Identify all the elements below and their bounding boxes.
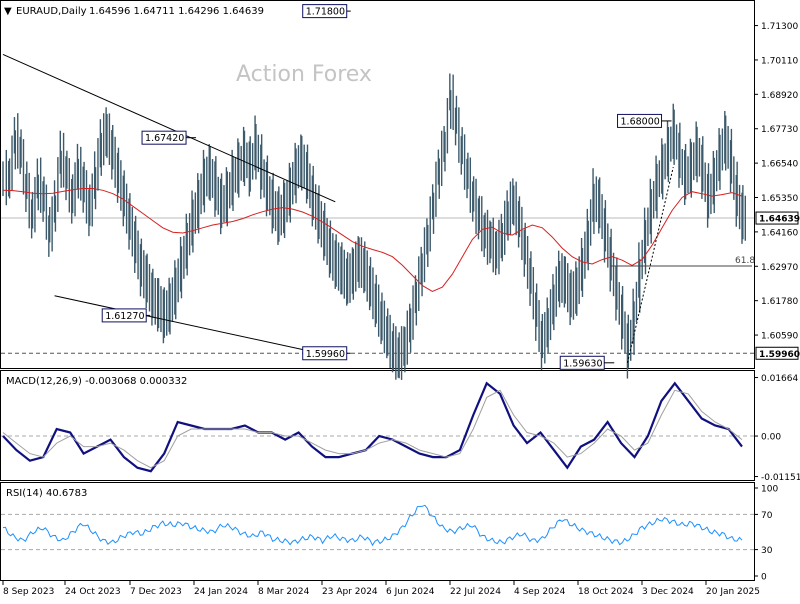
macd-y-tick-label: 0.01664 xyxy=(761,374,798,384)
x-tick-label: 24 Oct 2023 xyxy=(65,587,121,597)
x-tick-label: 6 Jun 2024 xyxy=(386,587,435,597)
moving-average-line xyxy=(2,188,743,292)
price-y-tick-label: 1.61780 xyxy=(761,297,798,307)
rsi-y-tick-label: 0 xyxy=(761,573,767,583)
fib-pointer-line xyxy=(626,167,674,363)
x-tick-label: 3 Dec 2024 xyxy=(642,587,694,597)
x-tick-label: 8 Sep 2023 xyxy=(3,587,54,597)
price-annotation-label: 1.71800 xyxy=(306,7,345,18)
price-annotation-label: 1.68000 xyxy=(621,116,660,127)
macd-line xyxy=(2,381,743,473)
price-level-tag-label: 1.64639 xyxy=(759,215,800,225)
macd-y-tick-label: -0.011515 xyxy=(761,473,800,483)
fib-level-label: 61.8 xyxy=(735,256,755,266)
x-tick-label: 22 Jul 2024 xyxy=(450,587,501,597)
x-tick-label: 8 Mar 2024 xyxy=(258,587,310,597)
price-annotation-label: 1.59960 xyxy=(306,349,345,360)
price-level-tag-label: 1.59960 xyxy=(759,350,800,360)
rsi-line xyxy=(2,504,743,547)
price-y-tick-label: 1.70110 xyxy=(761,56,798,66)
x-tick-label: 24 Jan 2024 xyxy=(194,587,248,597)
rsi-y-tick-label: 70 xyxy=(761,511,773,521)
axes: 1.71300 1.70110 1.68920 1.67730 1.66540 1.653… xyxy=(2,22,800,597)
x-tick-label: 4 Sep 2024 xyxy=(514,587,566,597)
macd-y-tick-label: 0.00 xyxy=(761,433,781,443)
x-tick-label: 23 Apr 2024 xyxy=(322,587,378,597)
watermark: Action Forex xyxy=(236,62,372,87)
price-annotation-label: 1.59630 xyxy=(563,358,602,369)
price-series xyxy=(1,54,754,380)
x-tick-label: 7 Dec 2023 xyxy=(130,587,182,597)
price-y-tick-label: 1.62970 xyxy=(761,263,798,273)
header-ohlc: 1.64596 1.64711 1.64296 1.64639 xyxy=(89,6,264,17)
annotations: 1.71800 1.67420 1.61270 1.59960 1.59630 1.680… xyxy=(101,4,755,370)
header-symbol: EURAUD,Daily xyxy=(16,6,87,17)
price-y-tick-label: 1.66540 xyxy=(761,160,798,170)
price-y-tick-label: 1.67730 xyxy=(761,125,798,135)
rsi-y-tick-label: 30 xyxy=(761,546,773,556)
macd-title: MACD(12,26,9) -0.003068 0.000332 xyxy=(6,376,187,387)
price-y-tick-label: 1.68920 xyxy=(761,91,798,101)
trendline xyxy=(2,54,336,203)
price-y-tick-label: 1.64160 xyxy=(761,228,798,238)
rsi-y-tick-label: 100 xyxy=(761,485,778,495)
rsi-panel xyxy=(0,482,755,581)
price-y-tick-label: 1.71300 xyxy=(761,22,798,32)
price-annotation-label: 1.67420 xyxy=(145,133,184,144)
price-level-tag xyxy=(755,211,799,225)
macd-panel xyxy=(0,370,755,481)
macd-signal-line xyxy=(2,389,743,469)
price-y-tick-label: 1.65350 xyxy=(761,194,798,204)
rsi-series xyxy=(1,504,754,551)
price-annotation-label: 1.61270 xyxy=(105,311,144,322)
header-arrow-icon: ▼ xyxy=(4,6,12,17)
trendline xyxy=(54,295,342,359)
price-y-tick-label: 1.60590 xyxy=(761,332,798,342)
x-tick-label: 18 Oct 2024 xyxy=(578,587,634,597)
price-level-tag xyxy=(755,346,799,360)
macd-series xyxy=(1,381,754,473)
x-tick-label: 20 Jan 2025 xyxy=(706,587,760,597)
rsi-title: RSI(14) 40.6783 xyxy=(6,488,87,499)
